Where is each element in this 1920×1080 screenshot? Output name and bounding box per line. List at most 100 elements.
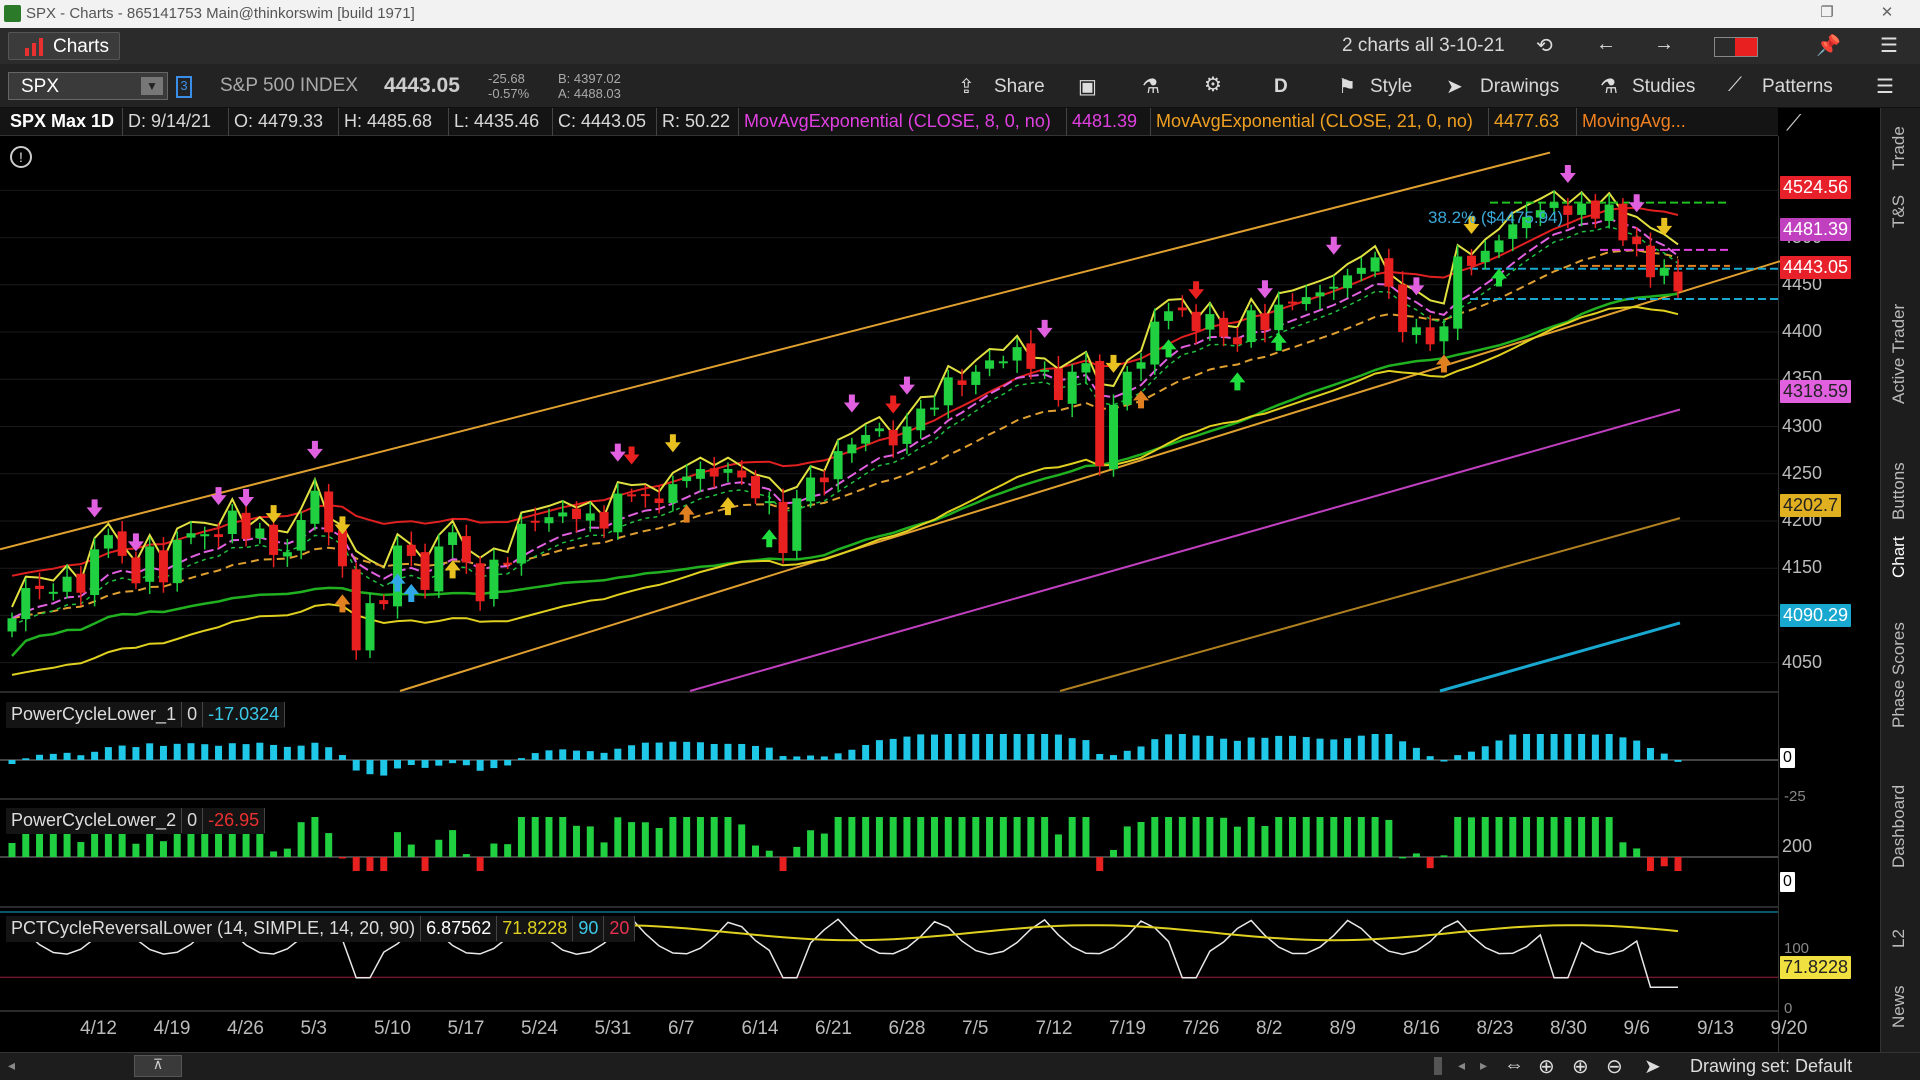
alert-icon[interactable]: ! — [10, 146, 32, 168]
study2-bar — [270, 851, 278, 857]
studies-flask-icon[interactable]: ⚗ — [1600, 76, 1618, 98]
grid-layout-label[interactable]: 2 charts all 3-10-21 — [1342, 35, 1505, 56]
side-tab-phase-scores[interactable]: Phase Scores — [1889, 622, 1908, 728]
study2-bar — [889, 817, 897, 857]
study1-bar — [834, 753, 842, 760]
study1-bar — [338, 755, 346, 760]
patterns-icon[interactable]: ⟋ — [1728, 74, 1742, 96]
collapse-panel-icon[interactable]: ⊼ — [134, 1055, 182, 1077]
study1-bar — [1605, 734, 1613, 760]
study1-bar — [614, 748, 622, 760]
candle-body — [737, 470, 747, 478]
study1-name[interactable]: PowerCycleLower_1 — [6, 702, 183, 727]
pan-icon[interactable]: ⇔ — [1504, 1054, 1524, 1076]
flask-icon[interactable]: ⚗ — [1142, 76, 1160, 98]
scroll-next-icon[interactable]: ▸ — [1480, 1057, 1488, 1073]
side-tab-trade[interactable]: Trade — [1889, 126, 1908, 170]
study2-bar — [256, 828, 264, 857]
crosshair-icon[interactable]: ⊕ — [1538, 1056, 1555, 1078]
charts-tab[interactable]: Charts — [8, 32, 120, 60]
link-group-icon[interactable]: 3 — [176, 76, 192, 98]
date-tick-label: 4/12 — [80, 1018, 117, 1039]
study1-bar — [793, 756, 801, 760]
signal-arrows — [86, 165, 1673, 613]
chart-menu-icon[interactable]: ☰ — [1876, 76, 1894, 98]
study2-bar — [999, 817, 1007, 857]
candle-body — [1136, 362, 1146, 369]
candle-body — [516, 523, 526, 564]
main-toolbar: Charts 2 charts all 3-10-21 ⟲ ← → 📌 ☰ — [0, 28, 1920, 64]
study1-bar — [1013, 734, 1021, 760]
study1-bar — [738, 743, 746, 760]
candle-body — [1246, 310, 1256, 343]
study2-bar — [311, 817, 319, 857]
aggregation-button[interactable]: D — [1274, 76, 1288, 97]
study1-bar — [1054, 734, 1062, 760]
share-icon[interactable]: ⇪ — [958, 76, 975, 98]
scrollbar-thumb[interactable] — [1434, 1057, 1442, 1075]
study1-bar — [36, 754, 44, 760]
side-tab-l2[interactable]: L2 — [1889, 929, 1908, 948]
side-tab-t-s[interactable]: T&S — [1889, 194, 1908, 228]
candle-body — [1466, 255, 1476, 266]
study1-bar — [1151, 739, 1159, 760]
sell-arrow-icon — [623, 446, 640, 465]
cursor-icon[interactable]: ➤ — [1446, 76, 1463, 98]
window-titlebar: SPX - Charts - 865141753 Main@thinkorswi… — [0, 0, 1920, 28]
study2-name[interactable]: PowerCycleLower_2 — [6, 808, 183, 833]
study2-bar — [1605, 817, 1613, 857]
side-tab-active-trader[interactable]: Active Trader — [1889, 303, 1908, 404]
chart-canvas[interactable] — [0, 136, 1880, 1053]
zoom-out-icon[interactable]: ⊖ — [1606, 1056, 1623, 1078]
study1-bar — [490, 760, 498, 769]
share-button[interactable]: Share — [994, 76, 1045, 97]
back-arrow-icon[interactable]: ← — [1596, 33, 1616, 55]
drawings-button[interactable]: Drawings — [1480, 76, 1560, 97]
ema21-study-label[interactable]: MovAvgExponential (CLOSE, 21, 0, no) — [1156, 111, 1473, 131]
side-tab-chart[interactable]: Chart — [1889, 536, 1908, 578]
pin-icon[interactable]: 📌 — [1816, 35, 1841, 57]
study2-bar — [986, 817, 994, 857]
expand-chart-icon[interactable]: ⟋ — [1786, 110, 1802, 135]
symbol-input[interactable]: SPX ▼ — [8, 72, 168, 100]
study3-name[interactable]: PCTCycleReversalLower (14, SIMPLE, 14, 2… — [6, 916, 422, 941]
study2-bar — [1385, 819, 1393, 857]
pointer-icon[interactable]: ➤ — [1644, 1056, 1661, 1078]
candle-body — [874, 428, 884, 432]
ema8-study-label[interactable]: MovAvgExponential (CLOSE, 8, 0, no) — [744, 111, 1051, 131]
undo-icon[interactable]: ⟲ — [1536, 35, 1553, 57]
scroll-left-icon[interactable]: ◂ — [8, 1057, 16, 1073]
zoom-in-icon[interactable]: ⊕ — [1572, 1056, 1589, 1078]
study2-bar — [1509, 817, 1517, 857]
study1-bar — [49, 753, 57, 760]
restore-icon[interactable]: ❐ — [1820, 4, 1834, 21]
color-scheme-toggle[interactable] — [1714, 37, 1758, 57]
side-tab-buttons[interactable]: Buttons — [1889, 462, 1908, 520]
study1-bar — [8, 760, 16, 764]
patterns-button[interactable]: Patterns — [1762, 76, 1833, 97]
flexible-grid-icon[interactable]: ▣ — [1078, 76, 1097, 98]
moving-avg-study-label[interactable]: MovingAvg... — [1582, 111, 1686, 131]
style-button[interactable]: Style — [1370, 76, 1413, 97]
forward-arrow-icon[interactable]: → — [1654, 33, 1674, 55]
style-icon[interactable]: ⚑ — [1338, 76, 1356, 98]
candle-body — [1632, 236, 1642, 245]
side-tab-news[interactable]: News — [1889, 985, 1908, 1028]
ma300-line — [1439, 621, 1681, 693]
drawing-set-label[interactable]: Drawing set: Default — [1690, 1056, 1853, 1076]
date-tick-label: 8/23 — [1476, 1018, 1514, 1039]
study1-bar — [91, 751, 99, 760]
scroll-prev-icon[interactable]: ◂ — [1458, 1057, 1466, 1073]
studies-button[interactable]: Studies — [1632, 76, 1696, 97]
candle-body — [1508, 224, 1518, 239]
buy-arrow-icon — [1491, 268, 1508, 287]
gear-icon[interactable]: ⚙ — [1204, 74, 1222, 96]
close-icon[interactable]: ✕ — [1880, 4, 1894, 21]
side-tab-dashboard[interactable]: Dashboard — [1889, 784, 1908, 868]
date-tick-label: 7/5 — [962, 1018, 989, 1039]
study1-bar — [1123, 750, 1131, 760]
date-tick-label: 8/16 — [1403, 1018, 1440, 1039]
menu-list-icon[interactable]: ☰ — [1880, 35, 1898, 57]
chevron-down-icon[interactable]: ▼ — [141, 77, 163, 95]
net-change: -25.68 -0.57% — [488, 71, 529, 101]
